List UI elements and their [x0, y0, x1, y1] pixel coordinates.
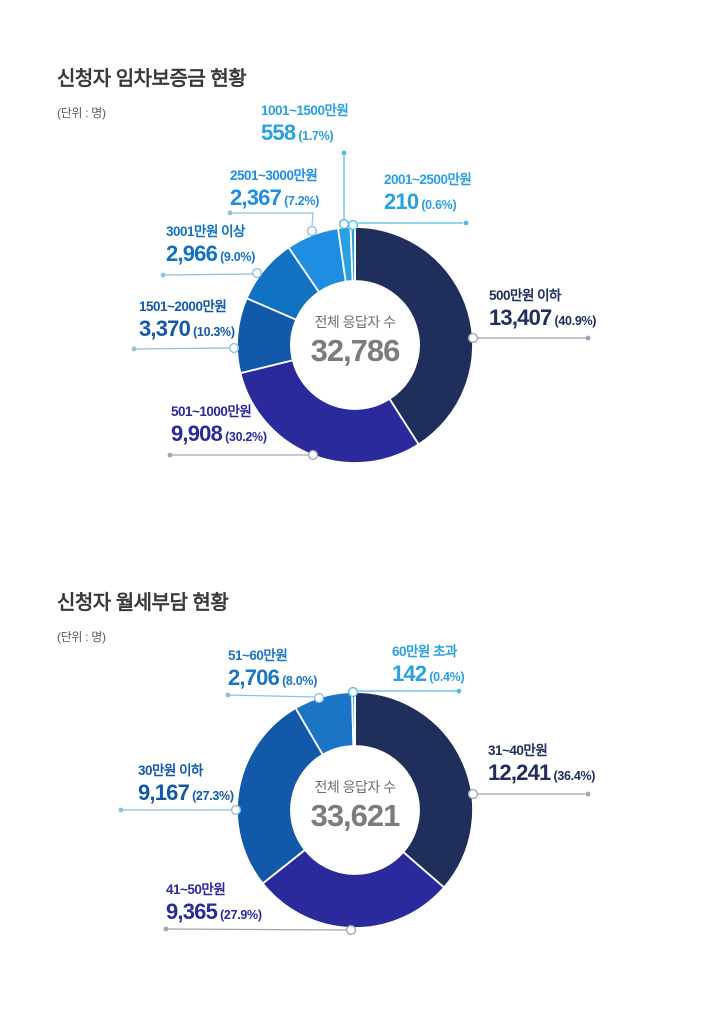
deposit-center-text: 전체 응답자 수 32,786	[255, 312, 455, 366]
deposit-chart-unit: (단위 : 명)	[57, 106, 106, 120]
leader-30-under	[118, 804, 242, 816]
segment-label-2501-3000: 2501~3000만원 2,367 (7.2%)	[230, 168, 320, 211]
donut-segment	[261, 848, 446, 929]
leader-31-40	[467, 788, 591, 800]
segment-label-500-under: 500만원 이하 13,407 (40.9%)	[489, 288, 597, 331]
segment-label-41-50: 41~50만원 9,365 (27.9%)	[166, 882, 262, 925]
deposit-center-caption: 전체 응답자 수	[314, 314, 396, 330]
rent-total-respondents: 33,621	[310, 798, 401, 833]
rent-center-text: 전체 응답자 수 33,621	[255, 777, 455, 831]
segment-label-31-40: 31~40만원 12,241 (36.4%)	[488, 743, 596, 786]
segment-label-51-60: 51~60만원 2,706 (8.0%)	[228, 648, 318, 691]
segment-label-30-under: 30만원 이하 9,167 (27.3%)	[138, 763, 234, 806]
donut-segment	[351, 691, 356, 747]
donut-segment	[239, 359, 420, 464]
donut-segment	[354, 691, 474, 889]
segment-label-2001-2500: 2001~2500만원 210 (0.6%)	[384, 172, 472, 215]
leader-1501-2000	[131, 342, 240, 354]
segment-label-1001-1500: 1001~1500만원 558 (1.7%)	[261, 103, 349, 146]
rent-center-caption: 전체 응답자 수	[314, 779, 396, 795]
segment-label-60-over: 60만원 초과 142 (0.4%)	[392, 644, 465, 687]
segment-label-3001-over: 3001만원 이상 2,966 (9.0%)	[166, 224, 256, 267]
segment-label-1501-2000: 1501~2000만원 3,370 (10.3%)	[139, 299, 235, 342]
deposit-chart-title: 신청자 임차보증금 현황	[57, 68, 247, 90]
donut-segment	[354, 226, 474, 446]
leader-500-under	[467, 332, 591, 344]
donut-segment	[236, 706, 325, 885]
deposit-total-respondents: 32,786	[310, 333, 401, 368]
deposit-donut-chart	[236, 226, 474, 464]
rent-chart-unit: (단위 : 명)	[57, 630, 106, 644]
rent-chart-title: 신청자 월세부담 현황	[57, 592, 229, 614]
segment-label-501-1000: 501~1000만원 9,908 (30.2%)	[171, 404, 267, 447]
rent-donut-chart	[236, 691, 474, 929]
